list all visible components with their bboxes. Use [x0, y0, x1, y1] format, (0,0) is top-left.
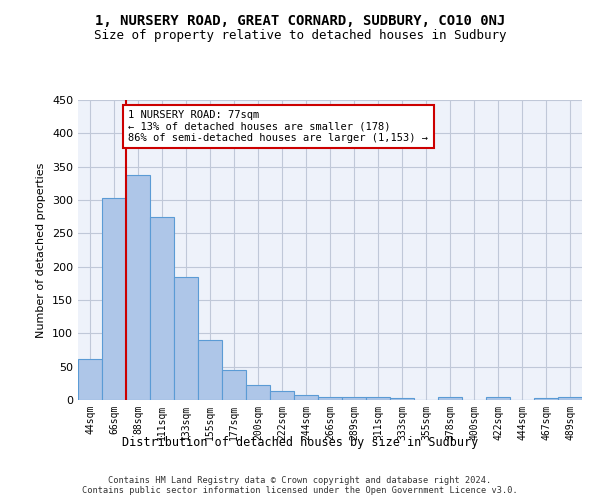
Bar — [246, 384, 270, 400]
Bar — [534, 398, 558, 400]
Text: Size of property relative to detached houses in Sudbury: Size of property relative to detached ho… — [94, 29, 506, 42]
Bar — [390, 398, 414, 400]
Bar — [318, 398, 342, 400]
Bar — [342, 396, 366, 400]
Text: 1, NURSERY ROAD, GREAT CORNARD, SUDBURY, CO10 0NJ: 1, NURSERY ROAD, GREAT CORNARD, SUDBURY,… — [95, 14, 505, 28]
Bar — [150, 216, 174, 400]
Bar — [78, 360, 102, 400]
Bar — [366, 398, 390, 400]
Text: Contains HM Land Registry data © Crown copyright and database right 2024.
Contai: Contains HM Land Registry data © Crown c… — [82, 476, 518, 495]
Bar — [222, 370, 246, 400]
Y-axis label: Number of detached properties: Number of detached properties — [37, 162, 46, 338]
Bar — [174, 276, 198, 400]
Bar — [126, 174, 150, 400]
Bar — [294, 394, 318, 400]
Bar — [486, 398, 510, 400]
Bar — [198, 340, 222, 400]
Bar — [102, 198, 126, 400]
Bar — [438, 398, 462, 400]
Bar — [558, 398, 582, 400]
Text: Distribution of detached houses by size in Sudbury: Distribution of detached houses by size … — [122, 436, 478, 449]
Bar — [270, 392, 294, 400]
Text: 1 NURSERY ROAD: 77sqm
← 13% of detached houses are smaller (178)
86% of semi-det: 1 NURSERY ROAD: 77sqm ← 13% of detached … — [128, 110, 428, 143]
